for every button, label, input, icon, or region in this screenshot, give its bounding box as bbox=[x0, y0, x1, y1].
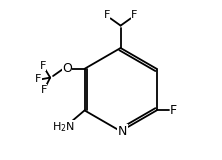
Text: F: F bbox=[40, 61, 46, 71]
Text: N: N bbox=[117, 125, 127, 138]
Text: O: O bbox=[62, 62, 72, 75]
Text: F: F bbox=[131, 10, 137, 20]
Text: H$_2$N: H$_2$N bbox=[52, 120, 75, 134]
Text: F: F bbox=[104, 10, 110, 20]
Text: F: F bbox=[35, 74, 41, 84]
Text: F: F bbox=[170, 104, 177, 117]
Text: F: F bbox=[41, 85, 47, 95]
